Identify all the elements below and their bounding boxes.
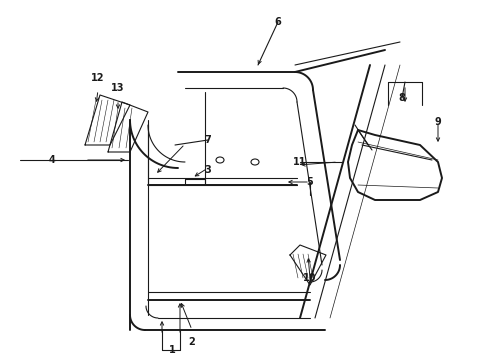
Text: 13: 13 (111, 83, 125, 93)
Text: 2: 2 (189, 337, 196, 347)
Text: 9: 9 (435, 117, 441, 127)
Text: 10: 10 (303, 273, 317, 283)
Text: 1: 1 (169, 345, 175, 355)
Text: 4: 4 (49, 155, 55, 165)
Text: 11: 11 (293, 157, 307, 167)
Text: 5: 5 (307, 177, 314, 187)
Text: 3: 3 (205, 165, 211, 175)
Text: 7: 7 (205, 135, 211, 145)
Text: 8: 8 (398, 93, 405, 103)
Text: 6: 6 (274, 17, 281, 27)
Text: 12: 12 (91, 73, 105, 83)
